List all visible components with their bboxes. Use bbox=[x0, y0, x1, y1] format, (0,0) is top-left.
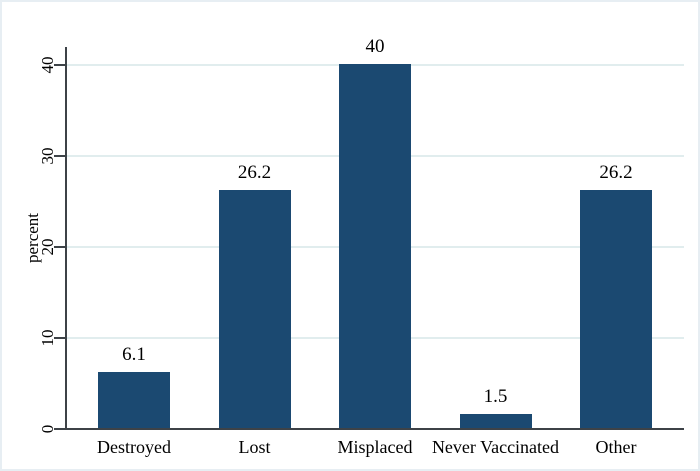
y-tick-label: 10 bbox=[38, 329, 57, 347]
y-tick bbox=[54, 64, 65, 66]
bar-value-label: 40 bbox=[365, 36, 385, 57]
y-axis-line bbox=[65, 47, 67, 430]
x-tick-label: Never Vaccinated bbox=[431, 437, 560, 457]
y-tick bbox=[54, 246, 65, 248]
y-tick-label: 30 bbox=[38, 147, 57, 165]
x-tick-label: Other bbox=[595, 437, 637, 457]
bar bbox=[580, 189, 652, 428]
bar-value-label: 1.5 bbox=[483, 386, 508, 408]
y-tick-label: 40 bbox=[38, 56, 57, 74]
bar-value-label: 26.2 bbox=[237, 161, 272, 183]
x-axis-line bbox=[65, 428, 684, 430]
bar bbox=[339, 64, 411, 428]
bar bbox=[98, 372, 170, 428]
y-tick-label: 0 bbox=[38, 424, 57, 434]
x-tick-label: Misplaced bbox=[337, 437, 413, 457]
y-tick-label: 20 bbox=[38, 238, 57, 256]
bar-value-label: 26.2 bbox=[599, 161, 633, 183]
x-tick-label: Lost bbox=[238, 437, 271, 457]
x-tick-label: Destroyed bbox=[97, 437, 171, 457]
y-tick bbox=[54, 428, 65, 430]
bar bbox=[218, 189, 291, 428]
y-tick bbox=[54, 337, 65, 339]
bar-value-label: 6.1 bbox=[122, 344, 146, 366]
bar bbox=[459, 414, 532, 428]
y-tick bbox=[54, 155, 65, 157]
